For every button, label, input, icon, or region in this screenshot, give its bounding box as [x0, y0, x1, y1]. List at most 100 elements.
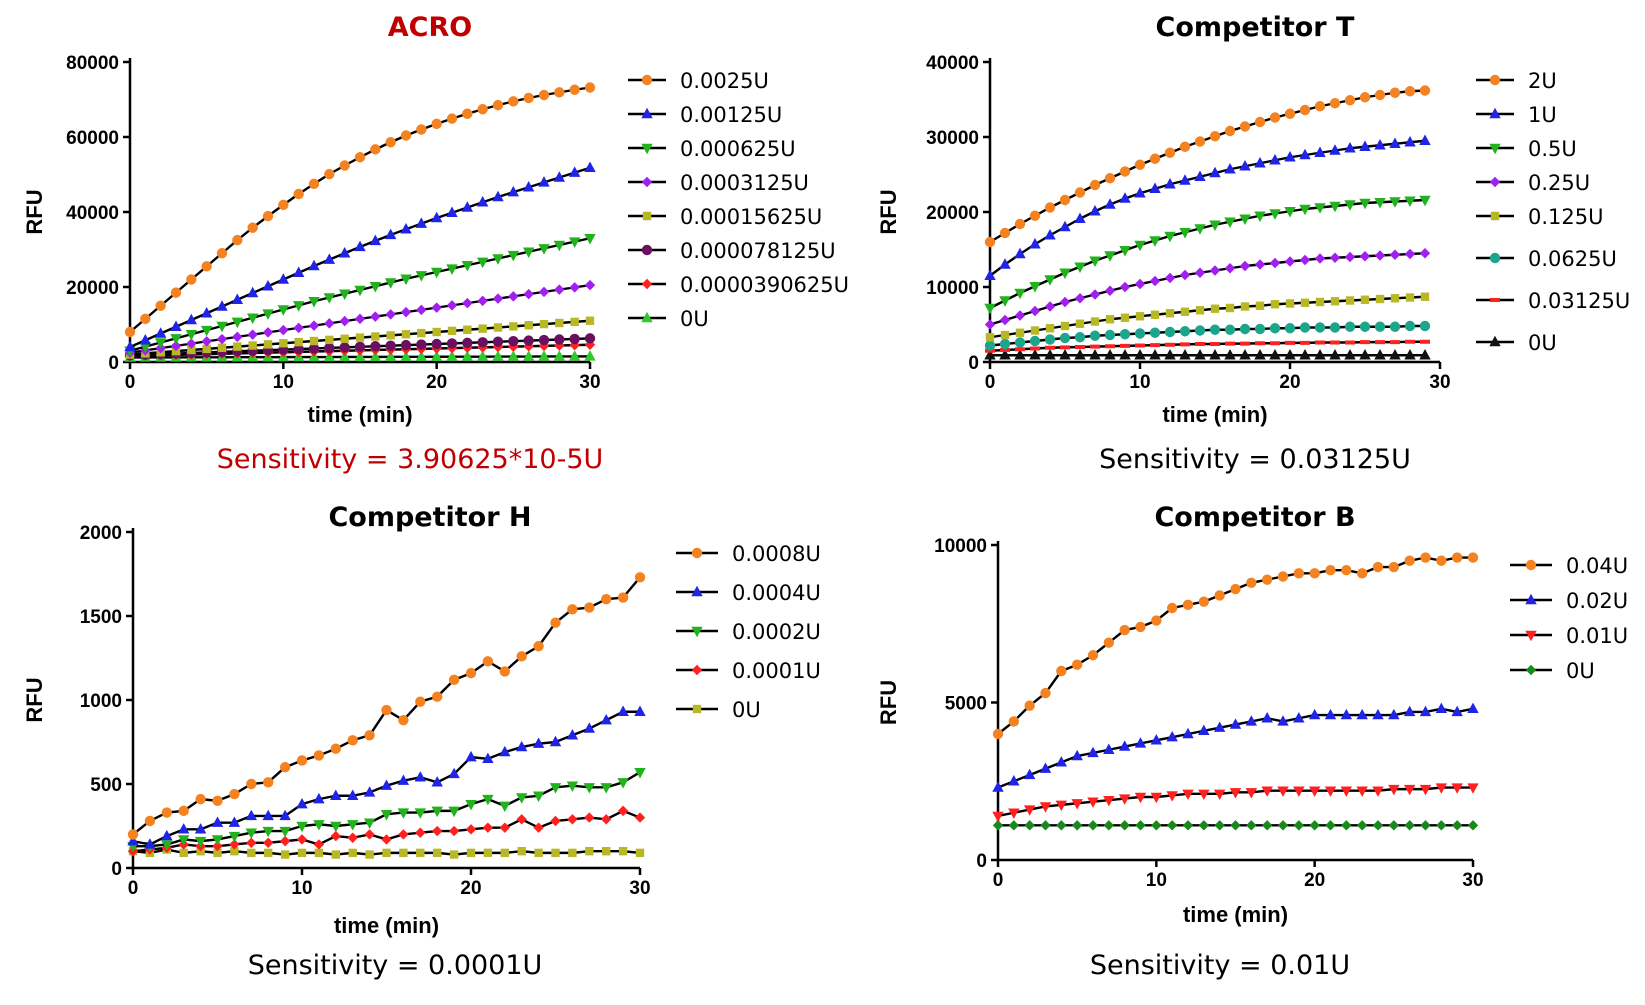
data-point	[347, 820, 359, 831]
data-point	[1179, 174, 1191, 185]
data-point	[1103, 637, 1115, 648]
data-point	[127, 834, 139, 846]
data-point	[1029, 349, 1041, 360]
data-point	[246, 778, 257, 790]
data-point	[1277, 786, 1289, 797]
data-point	[1254, 211, 1266, 222]
data-point	[985, 333, 995, 342]
data-point	[1087, 746, 1099, 758]
legend-marker	[641, 107, 653, 119]
data-point	[1330, 340, 1340, 345]
y-tick-label: 30000	[926, 128, 979, 149]
data-point	[538, 334, 550, 346]
data-point	[1040, 820, 1051, 831]
data-point	[263, 837, 274, 848]
data-point	[1014, 288, 1026, 300]
data-point	[1008, 808, 1020, 819]
data-point	[324, 168, 335, 180]
data-point	[430, 267, 443, 279]
data-point	[476, 350, 489, 361]
data-point	[309, 336, 319, 346]
data-point	[161, 840, 173, 851]
data-point	[1389, 137, 1401, 148]
data-point	[533, 822, 544, 833]
data-point	[523, 92, 534, 104]
data-point	[354, 240, 366, 252]
data-point	[1119, 349, 1131, 360]
data-point	[461, 350, 474, 361]
data-point	[140, 313, 151, 325]
data-point	[1374, 89, 1386, 101]
data-point	[1179, 269, 1191, 281]
data-point	[1179, 326, 1191, 337]
data-point	[482, 822, 494, 833]
data-point	[567, 814, 578, 825]
data-point	[999, 314, 1011, 326]
y-tick-label: 10000	[926, 278, 979, 299]
y-axis-label: RFU	[22, 189, 47, 234]
data-point	[1269, 209, 1281, 220]
data-point	[398, 829, 409, 840]
data-point	[1308, 708, 1321, 720]
data-point	[1210, 342, 1220, 346]
legend-marker	[692, 704, 702, 714]
data-point	[1345, 340, 1355, 345]
data-point	[1119, 624, 1130, 636]
series-0-04u	[992, 552, 1479, 740]
data-point	[1341, 565, 1352, 576]
data-point	[992, 820, 1004, 831]
data-point	[1284, 323, 1296, 334]
series-line	[132, 710, 640, 846]
data-point	[415, 350, 428, 361]
data-point	[1284, 207, 1296, 218]
data-point	[1239, 349, 1251, 360]
data-point	[1285, 299, 1295, 308]
data-point	[618, 847, 628, 856]
data-point	[1269, 349, 1281, 360]
data-point	[1030, 326, 1040, 335]
legend-marker	[641, 143, 653, 155]
legend-label: 0U	[680, 307, 709, 331]
data-point	[416, 124, 427, 135]
data-point	[1329, 144, 1341, 155]
data-point	[1372, 820, 1384, 831]
data-point	[430, 350, 443, 361]
data-point	[992, 728, 1004, 740]
data-point	[433, 848, 442, 858]
data-point	[482, 794, 494, 806]
data-point	[292, 266, 305, 277]
data-point	[399, 848, 408, 858]
data-point	[1120, 313, 1130, 322]
data-point	[492, 293, 504, 304]
data-point	[461, 201, 474, 212]
data-point	[538, 350, 550, 361]
data-point	[1103, 743, 1115, 754]
legend-item-0-00015625u: 0.00015625U	[628, 205, 822, 229]
data-point	[1330, 297, 1340, 306]
data-point	[279, 835, 291, 847]
y-axis-label: RFU	[876, 680, 901, 725]
data-point	[369, 282, 382, 293]
data-point	[1149, 182, 1161, 193]
chart-panel-competitor-b: Competitor B 0 10 20 30 0 5000 10000 time (min) R…	[876, 502, 1628, 981]
data-point	[634, 812, 646, 823]
data-point	[1419, 705, 1432, 717]
data-point	[1166, 791, 1178, 802]
data-point	[187, 345, 196, 355]
x-tick-label: 10	[1129, 372, 1150, 393]
data-point	[1344, 251, 1356, 263]
data-point	[1284, 108, 1296, 119]
data-point	[1419, 134, 1431, 145]
data-point	[1134, 159, 1146, 170]
data-point	[549, 735, 562, 747]
data-point	[1074, 349, 1086, 360]
legend-label: 0.04U	[1566, 554, 1628, 578]
data-point	[1284, 256, 1296, 267]
data-point	[1359, 92, 1371, 103]
data-point	[1044, 275, 1056, 286]
data-point	[555, 318, 564, 328]
data-point	[447, 326, 457, 336]
data-point	[465, 667, 477, 679]
data-point	[1269, 154, 1281, 165]
data-point	[1071, 799, 1083, 810]
